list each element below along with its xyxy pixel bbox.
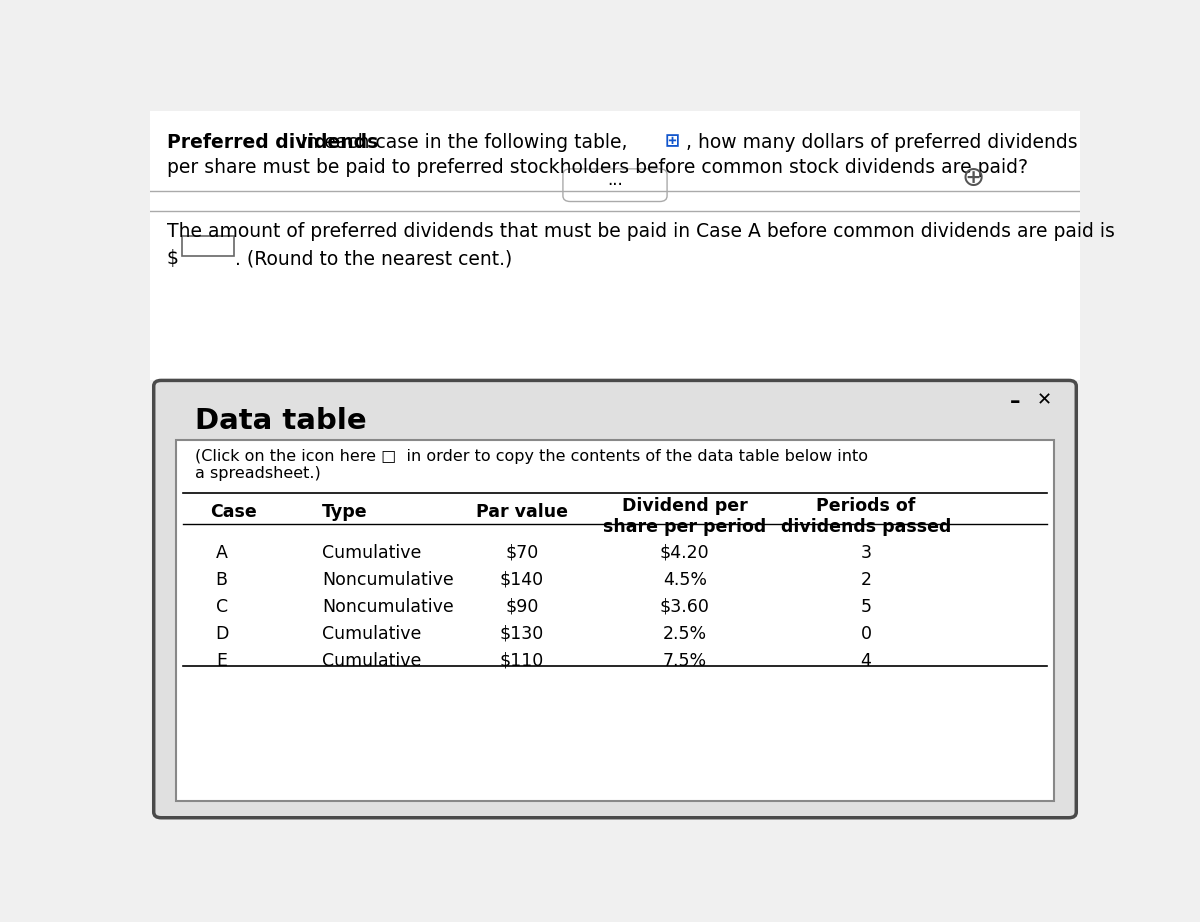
Text: $140: $140 <box>500 571 544 588</box>
Text: $3.60: $3.60 <box>660 597 709 616</box>
Text: Par value: Par value <box>476 502 568 521</box>
Text: Noncumulative: Noncumulative <box>322 597 454 616</box>
Text: Type: Type <box>322 502 367 521</box>
Text: Noncumulative: Noncumulative <box>322 571 454 588</box>
FancyBboxPatch shape <box>563 169 667 202</box>
Text: , how many dollars of preferred dividends: , how many dollars of preferred dividend… <box>685 134 1078 152</box>
Text: D: D <box>215 624 228 643</box>
Text: A: A <box>216 544 228 561</box>
FancyBboxPatch shape <box>154 381 1076 818</box>
Text: ⊞: ⊞ <box>665 132 679 150</box>
Text: Data table: Data table <box>194 408 366 435</box>
Text: $130: $130 <box>500 624 544 643</box>
Text: 5: 5 <box>860 597 871 616</box>
Text: 3: 3 <box>860 544 871 561</box>
Text: E: E <box>216 652 227 669</box>
Text: Periods of: Periods of <box>816 497 916 514</box>
Text: . (Round to the nearest cent.): . (Round to the nearest cent.) <box>235 249 512 268</box>
Text: ✕: ✕ <box>1037 392 1052 409</box>
Text: Cumulative: Cumulative <box>322 544 421 561</box>
Text: In each case in the following table,: In each case in the following table, <box>301 134 628 152</box>
Text: 4: 4 <box>860 652 871 669</box>
Text: dividends passed: dividends passed <box>781 518 952 537</box>
Text: $90: $90 <box>505 597 539 616</box>
Text: (Click on the icon here □  in order to copy the contents of the data table below: (Click on the icon here □ in order to co… <box>194 449 868 464</box>
FancyBboxPatch shape <box>176 440 1054 800</box>
FancyBboxPatch shape <box>181 236 234 256</box>
Text: ···: ··· <box>607 176 623 195</box>
Text: $4.20: $4.20 <box>660 544 709 561</box>
Text: ⊕: ⊕ <box>961 164 985 192</box>
Text: $: $ <box>167 249 179 268</box>
Text: B: B <box>216 571 228 588</box>
Text: $70: $70 <box>505 544 539 561</box>
Text: C: C <box>216 597 228 616</box>
FancyBboxPatch shape <box>150 111 1080 381</box>
Text: $110: $110 <box>500 652 544 669</box>
Text: share per period: share per period <box>604 518 767 537</box>
Text: Dividend per: Dividend per <box>622 497 748 514</box>
Text: per share must be paid to preferred stockholders before common stock dividends a: per share must be paid to preferred stoc… <box>167 159 1027 177</box>
Text: a spreadsheet.): a spreadsheet.) <box>194 466 320 480</box>
Text: –: – <box>1009 392 1020 412</box>
Text: 0: 0 <box>860 624 871 643</box>
Text: Preferred dividends: Preferred dividends <box>167 134 378 152</box>
Text: 7.5%: 7.5% <box>662 652 707 669</box>
Text: 2.5%: 2.5% <box>662 624 707 643</box>
Text: Cumulative: Cumulative <box>322 624 421 643</box>
Text: 2: 2 <box>860 571 871 588</box>
Text: 4.5%: 4.5% <box>662 571 707 588</box>
Text: Cumulative: Cumulative <box>322 652 421 669</box>
Text: The amount of preferred dividends that must be paid in Case A before common divi: The amount of preferred dividends that m… <box>167 222 1115 241</box>
Text: Case: Case <box>210 502 257 521</box>
